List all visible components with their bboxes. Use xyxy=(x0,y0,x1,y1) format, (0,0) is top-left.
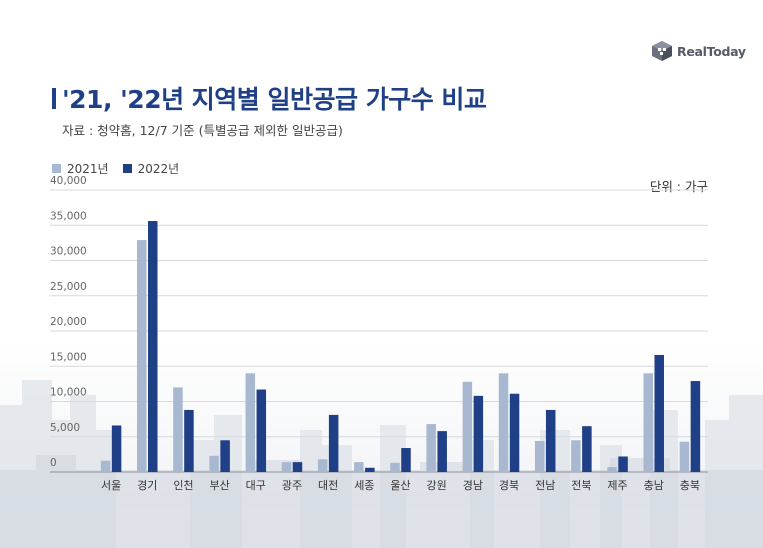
x-tick-label: 충남 xyxy=(644,479,664,492)
y-tick-label: 0 xyxy=(50,457,57,469)
bar-2022 xyxy=(365,467,375,472)
x-tick-label: 충북 xyxy=(680,479,700,492)
x-tick-label: 세종 xyxy=(354,479,374,492)
bar-2022 xyxy=(328,414,339,472)
bar-2022 xyxy=(473,395,484,472)
x-tick-label: 광주 xyxy=(282,479,302,492)
bar-2021 xyxy=(137,240,147,472)
y-tick-label: 15,000 xyxy=(50,351,87,363)
y-tick-label: 40,000 xyxy=(50,175,87,187)
bar-2022 xyxy=(437,431,447,472)
bar-2021 xyxy=(571,440,581,472)
x-tick-label: 부산 xyxy=(209,479,229,492)
bar-2022 xyxy=(654,354,664,472)
bar-2021 xyxy=(209,455,219,472)
title-accent-bar xyxy=(52,88,56,109)
y-tick-label: 20,000 xyxy=(50,316,87,328)
bar-2021 xyxy=(498,373,509,472)
x-tick-label: 전북 xyxy=(571,479,591,492)
bar-2021 xyxy=(534,440,545,472)
y-tick-label: 5,000 xyxy=(50,422,80,434)
x-tick-label: 대전 xyxy=(318,479,338,492)
bar-2022 xyxy=(690,381,701,472)
x-tick-label: 경기 xyxy=(137,479,157,492)
bar-2022 xyxy=(111,425,122,472)
bar-2021 xyxy=(173,387,183,472)
bar-2021 xyxy=(281,462,292,472)
bar-2021 xyxy=(607,467,617,472)
y-tick-label: 35,000 xyxy=(50,210,87,222)
legend-label-2021: 2021년 xyxy=(67,162,109,176)
bar-2022 xyxy=(292,462,303,472)
bar-2021 xyxy=(390,462,400,472)
logo-text: RealToday xyxy=(677,43,746,59)
bar-2021 xyxy=(643,373,653,472)
chart-legend: 2021년 2022년 xyxy=(52,160,193,177)
bar-2022 xyxy=(401,448,411,472)
legend-swatch-2022 xyxy=(122,164,132,173)
x-tick-label: 강원 xyxy=(427,479,447,492)
x-tick-label: 경북 xyxy=(499,479,519,492)
bar-2022 xyxy=(184,409,194,472)
x-tick-label: 경남 xyxy=(463,479,483,492)
x-tick-label: 인천 xyxy=(173,478,193,492)
y-tick-label: 10,000 xyxy=(50,387,87,399)
x-tick-label: 전남 xyxy=(535,479,555,492)
bar-2022 xyxy=(545,409,556,472)
bar-2022 xyxy=(618,456,628,472)
realtoday-logo: RealToday xyxy=(651,40,746,62)
bar-2021 xyxy=(317,459,328,472)
legend-label-2022: 2022년 xyxy=(137,162,180,176)
bar-2022 xyxy=(582,426,592,472)
y-tick-label: 30,000 xyxy=(50,246,87,258)
legend-item-2022: 2022년 xyxy=(122,160,180,177)
bar-2021 xyxy=(354,462,364,472)
realtoday-cube-icon xyxy=(652,41,672,61)
bar-2021 xyxy=(462,381,473,472)
y-tick-label: 25,000 xyxy=(50,281,87,293)
legend-swatch-2021 xyxy=(52,164,61,173)
x-tick-label: 울산 xyxy=(390,479,410,492)
bar-2022 xyxy=(220,440,230,472)
x-tick-label: 대구 xyxy=(246,479,266,492)
bar-2021 xyxy=(245,373,256,472)
bar-2022 xyxy=(148,221,158,472)
chart-title: '21, '22년 지역별 일반공급 가구수 비교 xyxy=(62,85,487,114)
chart-source: 자료 : 청약홈, 12/7 기준 (특별공급 제외한 일반공급) xyxy=(62,123,343,138)
bar-2022 xyxy=(509,393,520,472)
x-tick-label: 제주 xyxy=(607,479,627,492)
bar-2021 xyxy=(426,424,436,472)
legend-item-2021: 2021년 xyxy=(52,160,109,177)
bar-2022 xyxy=(256,389,267,472)
x-tick-label: 서울 xyxy=(101,479,121,492)
bar-2021 xyxy=(679,441,690,472)
bar-2021 xyxy=(100,460,111,472)
